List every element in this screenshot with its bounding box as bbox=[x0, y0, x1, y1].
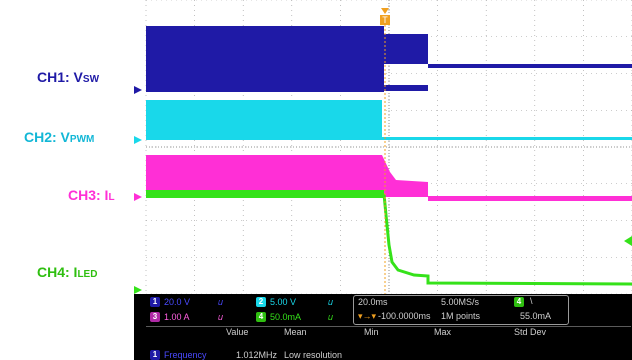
ch3-ground-marker bbox=[134, 193, 142, 201]
ch3-label: CH3: IL bbox=[68, 187, 115, 203]
header-std-dev: Std Dev bbox=[514, 327, 547, 337]
header-max: Max bbox=[434, 327, 452, 337]
trigger-channel-badge: 4 bbox=[514, 297, 524, 307]
ch1-trace-burst bbox=[146, 26, 384, 92]
ch3-bw-icon: 𝑢 bbox=[218, 312, 223, 322]
ch4-trace-on bbox=[146, 190, 384, 198]
ch1-trace-base bbox=[384, 85, 428, 91]
trigger-slope: \ bbox=[530, 296, 533, 306]
meas-mean: Low resolution bbox=[284, 350, 343, 360]
measurement-panel: 1 20.0 V 𝑢 2 5.00 V 𝑢 3 1.00 A 𝑢 4 50.0m… bbox=[146, 294, 631, 360]
ch1-ground-marker bbox=[134, 86, 142, 94]
meas-channel-badge: 1 bbox=[150, 350, 160, 360]
trigger-level: 55.0mA bbox=[520, 311, 552, 321]
timebase-box bbox=[353, 295, 569, 325]
meas-value: 1.012MHz bbox=[236, 350, 278, 360]
ch4-ground-marker bbox=[134, 286, 142, 294]
ch3-badge: 3 bbox=[150, 312, 160, 322]
ch4-label: CH4: ILED bbox=[37, 264, 98, 280]
ch2-scale: 5.00 V bbox=[270, 297, 297, 307]
divider bbox=[146, 326, 631, 327]
trigger-position: -100.0000ms bbox=[378, 311, 431, 321]
record-length: 1M points bbox=[441, 311, 481, 321]
header-value: Value bbox=[226, 327, 249, 337]
trigger-position-marker bbox=[381, 8, 389, 14]
sample-rate: 5.00MS/s bbox=[441, 297, 480, 307]
ch3-trace-idle bbox=[428, 196, 632, 201]
ch2-ground-marker bbox=[134, 136, 142, 144]
ch4-trace-decay bbox=[382, 193, 632, 286]
ch1-trace-after bbox=[384, 34, 428, 64]
ch3-trace-burst bbox=[146, 155, 428, 197]
waveform-display: T bbox=[134, 0, 632, 294]
timebase: 20.0ms bbox=[358, 297, 388, 307]
ch1-scale: 20.0 V bbox=[164, 297, 191, 307]
header-min: Min bbox=[364, 327, 379, 337]
ch4-scale: 50.0mA bbox=[270, 312, 302, 322]
ch2-trace-burst bbox=[146, 100, 382, 140]
header-mean: Mean bbox=[284, 327, 307, 337]
ch2-badge: 2 bbox=[256, 297, 266, 307]
ch1-bw-icon: 𝑢 bbox=[218, 297, 223, 307]
ch3-scale: 1.00 A bbox=[164, 312, 190, 322]
ch1-badge: 1 bbox=[150, 297, 160, 307]
ch1-label: CH1: VSW bbox=[37, 69, 100, 85]
meas-name: Frequency bbox=[164, 350, 207, 360]
trigger-position-icon: ▾→▾ bbox=[358, 311, 377, 321]
ch4-badge: 4 bbox=[256, 312, 266, 322]
ch2-bw-icon: 𝑢 bbox=[328, 297, 333, 307]
oscilloscope-screen: T 1 20.0 V 𝑢 2 5.00 V 𝑢 3 1.00 A 𝑢 4 50.… bbox=[134, 0, 632, 360]
ch4-trigger-level-marker bbox=[624, 236, 632, 246]
ch2-label: CH2: VPWM bbox=[24, 129, 95, 145]
ch2-trace-low bbox=[382, 137, 632, 140]
trigger-marker-box bbox=[380, 15, 390, 25]
ch1-trace-idle bbox=[428, 64, 632, 68]
trigger-marker-text: T bbox=[382, 15, 388, 25]
ch4-bw-icon: 𝑢 bbox=[328, 312, 333, 322]
